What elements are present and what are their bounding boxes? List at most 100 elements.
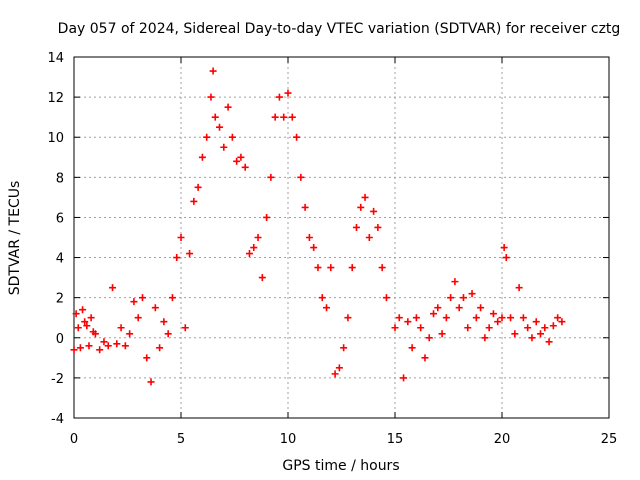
y-tick-label: -2 — [51, 372, 64, 387]
data-point — [241, 163, 249, 171]
data-point — [207, 93, 215, 101]
x-tick-label: 25 — [601, 432, 618, 447]
data-point — [263, 213, 271, 221]
data-point — [203, 133, 211, 141]
data-point — [417, 324, 425, 332]
data-point — [430, 310, 438, 318]
data-point — [220, 143, 228, 151]
data-point — [391, 324, 399, 332]
y-tick-label: 2 — [56, 292, 64, 307]
data-point — [515, 284, 523, 292]
data-point — [87, 314, 95, 322]
data-point — [537, 330, 545, 338]
data-point — [100, 338, 108, 346]
data-point — [109, 284, 117, 292]
data-point — [81, 318, 89, 326]
data-point — [284, 89, 292, 97]
data-point — [173, 254, 181, 262]
data-point — [293, 133, 301, 141]
data-point — [271, 113, 279, 121]
data-point — [275, 93, 283, 101]
data-point — [138, 294, 146, 302]
data-point — [305, 234, 313, 241]
data-point — [245, 250, 253, 258]
data-point — [425, 334, 433, 342]
y-tick-label: 12 — [47, 91, 64, 106]
data-point — [130, 298, 138, 306]
data-point — [91, 330, 99, 338]
y-tick-label: 4 — [56, 252, 64, 267]
data-point — [489, 310, 497, 318]
data-point — [421, 354, 429, 362]
data-point — [524, 324, 532, 332]
data-point — [464, 324, 472, 332]
data-point — [558, 318, 566, 326]
data-point — [352, 223, 360, 231]
data-point — [498, 314, 506, 322]
data-point — [451, 278, 459, 286]
y-tick-label: 10 — [47, 131, 64, 146]
data-point — [511, 330, 519, 338]
data-point — [459, 294, 467, 302]
data-point — [190, 197, 198, 205]
data-point — [327, 264, 335, 272]
data-point — [134, 314, 142, 322]
data-point — [83, 322, 91, 330]
data-point — [382, 294, 390, 302]
data-point — [147, 378, 155, 386]
data-point — [335, 364, 343, 372]
data-point — [254, 234, 262, 241]
data-point — [541, 324, 549, 332]
data-point — [280, 113, 288, 121]
data-point — [344, 314, 352, 322]
data-point — [378, 264, 386, 272]
axis-ticks: 0 5 10 15 20 25 -4 -2 0 2 4 6 8 10 12 14 — [47, 51, 617, 447]
data-point — [494, 318, 502, 326]
data-point — [288, 113, 296, 121]
data-point — [340, 344, 348, 352]
data-point — [168, 294, 176, 302]
chart-title: Day 057 of 2024, Sidereal Day-to-day VTE… — [58, 21, 621, 37]
data-point — [528, 334, 536, 342]
y-tick-label: 6 — [56, 211, 64, 226]
data-point — [224, 103, 232, 111]
data-point — [237, 153, 245, 161]
data-point — [74, 324, 82, 332]
data-point — [181, 324, 189, 332]
data-point — [258, 274, 266, 282]
data-point — [194, 183, 202, 191]
data-point — [370, 207, 378, 215]
data-point — [160, 318, 168, 326]
data-points — [70, 67, 566, 386]
data-point — [365, 234, 373, 241]
data-point — [156, 344, 164, 352]
data-point — [485, 324, 493, 332]
data-point — [477, 304, 485, 312]
data-point — [104, 342, 112, 350]
data-point — [507, 314, 515, 322]
data-point — [549, 322, 557, 330]
y-tick-label: 0 — [56, 332, 64, 347]
data-point — [209, 67, 217, 75]
data-point — [301, 203, 309, 211]
data-point — [374, 223, 382, 231]
data-point — [121, 342, 129, 350]
data-point — [434, 304, 442, 312]
data-point — [323, 304, 331, 312]
data-point — [404, 318, 412, 326]
x-tick-label: 10 — [280, 432, 297, 447]
data-point — [96, 346, 104, 354]
plot-frame — [73, 56, 610, 419]
data-point — [314, 264, 322, 272]
data-point — [395, 314, 403, 322]
x-axis-label: GPS time / hours — [282, 458, 399, 474]
y-axis-label: SDTVAR / TECUs — [7, 181, 23, 296]
y-tick-label: -4 — [51, 412, 64, 427]
data-point — [151, 304, 159, 312]
data-point — [186, 250, 194, 258]
data-point — [85, 342, 93, 350]
data-point — [412, 314, 420, 322]
data-point — [228, 133, 236, 141]
data-point — [468, 290, 476, 298]
